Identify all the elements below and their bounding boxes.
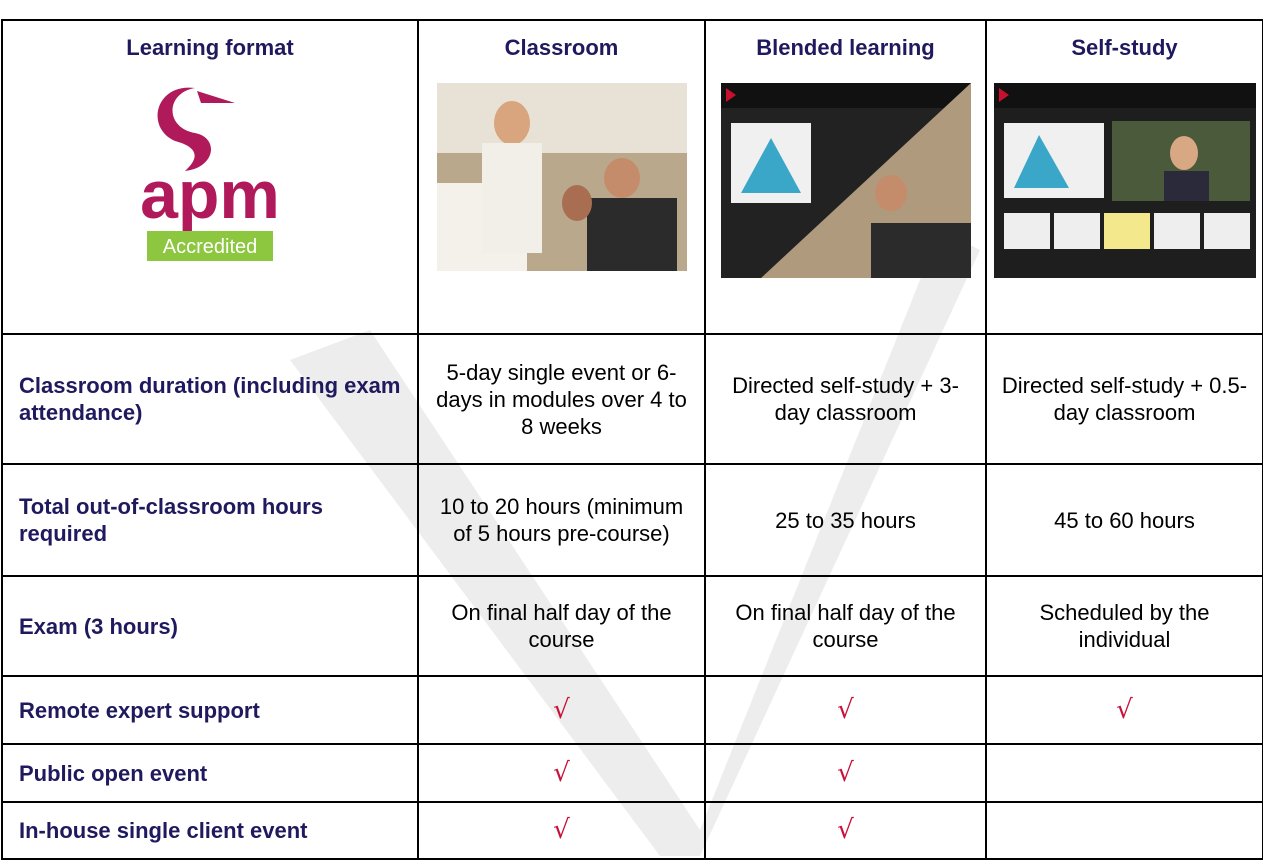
header: Blended learning	[756, 35, 935, 60]
table-cell: √	[704, 675, 987, 745]
self-study-screenshot	[993, 83, 1256, 278]
table-row: In-house single client event √ √	[1, 801, 1263, 860]
classroom-photo	[436, 83, 687, 271]
row-label: Remote expert support	[1, 675, 419, 745]
table-cell: Directed self-study + 0.5-day classroom	[985, 333, 1263, 465]
table-cell: √	[417, 675, 706, 745]
comparison-table: Learning format apm Accredited Classroom…	[1, 19, 1263, 860]
header-row: Learning format apm Accredited Classroom…	[1, 19, 1263, 335]
table-cell: 25 to 35 hours	[704, 463, 987, 577]
row-label: Public open event	[1, 743, 419, 803]
table-cell: 45 to 60 hours	[985, 463, 1263, 577]
header: Self-study	[1071, 35, 1178, 60]
header: Learning format	[126, 35, 294, 60]
table-cell: 10 to 20 hours (minimum of 5 hours pre-c…	[417, 463, 706, 577]
header-cell: Learning format apm Accredited	[1, 19, 419, 335]
table-cell: Directed self-study + 3-day classroom	[704, 333, 987, 465]
header-cell: Self-study	[985, 19, 1263, 335]
table-cell: 5-day single event or 6-days in modules …	[417, 333, 706, 465]
logo-badge: Accredited	[163, 236, 258, 258]
apm-logo: apm Accredited	[140, 87, 280, 261]
header-cell: Classroom	[417, 19, 706, 335]
table-row: Total out-of-classroom hours required 10 …	[1, 463, 1263, 577]
table-row: Public open event √ √	[1, 743, 1263, 803]
table-cell: √	[704, 801, 987, 860]
table-row: Classroom duration (including exam atten…	[1, 333, 1263, 465]
row-label: In-house single client event	[1, 801, 419, 860]
blended-screenshot	[720, 83, 971, 278]
header: Classroom	[504, 35, 619, 60]
table-cell: On final half day of the course	[704, 575, 987, 677]
table-cell	[985, 743, 1263, 803]
logo-mark: apm	[140, 157, 280, 233]
table-cell: √	[417, 743, 706, 803]
table-cell: √	[704, 743, 987, 803]
header-cell: Blended learning	[704, 19, 987, 335]
table-cell: Scheduled by the individual	[985, 575, 1263, 677]
table-cell: On final half day of the course	[417, 575, 706, 677]
table-cell	[985, 801, 1263, 860]
table-cell: √	[417, 801, 706, 860]
table-row: Remote expert support √ √ √	[1, 675, 1263, 745]
table-row: Exam (3 hours) On final half day of the c…	[1, 575, 1263, 677]
row-label: Total out-of-classroom hours required	[1, 463, 419, 577]
row-label: Classroom duration (including exam atten…	[1, 333, 419, 465]
row-label: Exam (3 hours)	[1, 575, 419, 677]
table-cell: √	[985, 675, 1263, 745]
